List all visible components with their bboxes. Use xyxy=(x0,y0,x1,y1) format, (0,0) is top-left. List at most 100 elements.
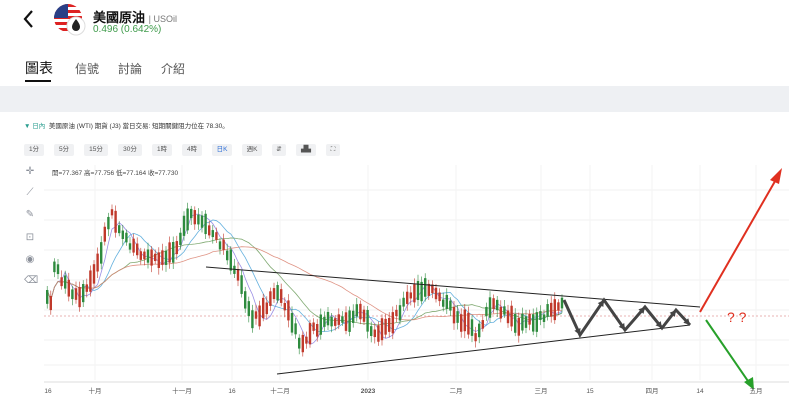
x-tick-label: 十一月 xyxy=(172,386,192,395)
candle-body xyxy=(157,252,160,268)
timeframe-button[interactable]: ▟▙ xyxy=(296,144,316,156)
candle-body xyxy=(456,311,459,323)
candle-body xyxy=(164,250,168,265)
question-marks: ? ? xyxy=(727,309,747,325)
back-arrow-icon[interactable] xyxy=(20,8,38,30)
candle-body xyxy=(402,297,405,307)
timeframe-button[interactable]: 30分 xyxy=(118,144,142,156)
candle-body xyxy=(258,305,261,327)
candle-body xyxy=(74,288,78,300)
candle-body xyxy=(89,270,92,292)
candle-body xyxy=(467,312,470,335)
instrument-ticker: | USOil xyxy=(148,14,177,24)
candle-body xyxy=(546,304,549,317)
timeframe-button[interactable]: 日K xyxy=(212,144,232,156)
bearish-arrow xyxy=(705,319,751,385)
candle-body xyxy=(557,302,560,311)
active-tab-indicator xyxy=(25,80,51,82)
candle-body xyxy=(434,287,438,300)
timeframe-button[interactable]: 5分 xyxy=(54,144,74,156)
candle-body xyxy=(445,294,448,309)
candle-body xyxy=(197,214,200,225)
x-tick-label: 四月 xyxy=(646,387,659,395)
candle-body xyxy=(114,210,117,233)
candle-body xyxy=(179,232,182,245)
candle-body xyxy=(499,306,502,319)
x-tick-label: 三月 xyxy=(535,387,548,395)
candle-body xyxy=(427,283,430,296)
eye-icon[interactable]: ◉ xyxy=(25,254,35,265)
candle-body xyxy=(442,299,445,307)
candle-body xyxy=(406,291,409,304)
candle-body xyxy=(485,306,488,317)
candle-body xyxy=(463,309,466,332)
candle-body xyxy=(377,325,380,342)
chart-grid xyxy=(44,165,789,383)
candle-body xyxy=(172,242,175,263)
candle-body xyxy=(283,302,286,311)
timeframe-button[interactable]: 週K xyxy=(242,144,262,156)
timeframe-button[interactable]: 1時 xyxy=(152,144,172,156)
candle-body xyxy=(319,314,322,335)
candle-body xyxy=(121,230,124,240)
candle-body xyxy=(355,304,358,317)
crosshair-icon[interactable]: ✛ xyxy=(25,166,35,177)
candlesticks xyxy=(46,202,564,357)
zigzag-arrowhead xyxy=(683,318,690,325)
candle-body xyxy=(514,313,517,333)
candle-body xyxy=(208,225,211,236)
candle-body xyxy=(560,297,564,309)
candle-body xyxy=(146,249,150,263)
candle-body xyxy=(200,215,204,228)
trendline-icon[interactable]: ⟋ xyxy=(26,187,34,198)
candle-body xyxy=(478,323,481,338)
moving-average-line xyxy=(46,246,563,321)
candle-body xyxy=(175,241,178,255)
candle-body xyxy=(452,306,456,324)
timeframe-button[interactable]: ⇵ xyxy=(272,144,286,156)
instrument-title: 美國原油 | USOil xyxy=(93,7,177,26)
candle-body xyxy=(190,208,193,219)
lock-icon[interactable]: ⊡ xyxy=(25,232,35,243)
candle-body xyxy=(226,250,229,261)
candle-body xyxy=(287,300,290,321)
tab-chart[interactable]: 圖表 xyxy=(25,60,53,76)
candle-body xyxy=(521,313,524,331)
candle-body xyxy=(337,314,340,325)
zigzag-arrowhead xyxy=(669,310,676,317)
timeframe-button[interactable]: 15分 xyxy=(84,144,108,156)
candle-body xyxy=(323,316,326,327)
tab-signals[interactable]: 信號 xyxy=(75,62,100,76)
candle-body xyxy=(517,317,520,336)
candle-body xyxy=(388,317,391,332)
candle-body xyxy=(290,313,294,333)
candle-body xyxy=(244,291,247,309)
us-flag-oil-icon xyxy=(54,4,86,36)
candle-body xyxy=(150,249,153,266)
candle-body xyxy=(110,209,114,216)
timeframe-button[interactable]: ⛶ xyxy=(326,144,340,156)
candle-body xyxy=(103,226,106,242)
timeframe-button[interactable]: 4時 xyxy=(182,144,202,156)
candle-body xyxy=(528,313,531,325)
candle-body xyxy=(218,241,222,250)
candle-body xyxy=(204,213,207,235)
candle-body xyxy=(420,281,423,302)
zigzag-arrowhead xyxy=(597,300,604,307)
candle-body xyxy=(550,302,553,317)
candle-body xyxy=(348,310,351,332)
timeframe-button[interactable]: 1分 xyxy=(24,144,44,156)
tab-discussion[interactable]: 討論 xyxy=(118,62,143,76)
upper-trendline xyxy=(205,266,701,308)
zigzag-arrowhead xyxy=(638,307,645,314)
candle-body xyxy=(92,264,96,284)
candle-body xyxy=(373,329,376,338)
collapse-arrow-icon[interactable]: ▼ xyxy=(24,123,31,130)
candle-body xyxy=(503,306,506,315)
candle-body xyxy=(154,253,157,262)
tab-intro[interactable]: 介紹 xyxy=(161,62,186,76)
draw-tools-icon[interactable]: ✎ xyxy=(25,209,35,220)
candle-body xyxy=(416,280,420,301)
trash-icon[interactable]: ⌫ xyxy=(24,275,39,286)
